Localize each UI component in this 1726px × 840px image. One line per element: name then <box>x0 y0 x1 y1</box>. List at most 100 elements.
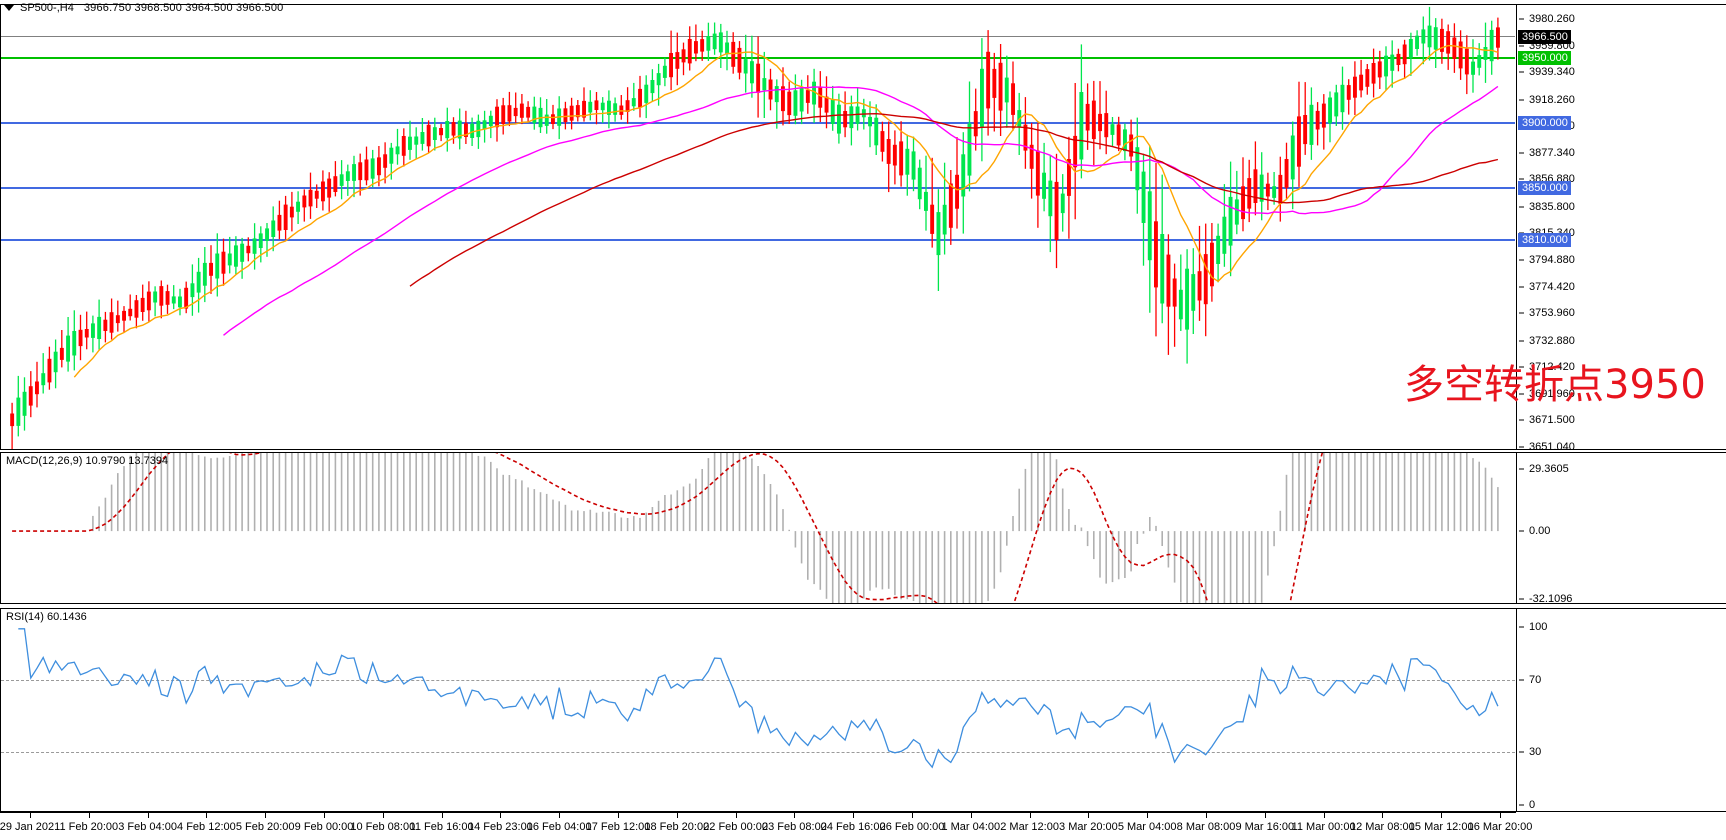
level-3850-tag[interactable]: 3850.000 <box>1518 181 1571 196</box>
time-axis[interactable]: 29 Jan 2021 1 Feb 20:00 3 Feb 04:00 4 Feb 1… <box>0 812 1532 840</box>
macd-series <box>12 453 1499 603</box>
price-tick-label: 3732.880 <box>1529 334 1575 347</box>
rsi-axis[interactable]: 100 70 30 0 <box>1517 609 1726 811</box>
macd-indicator-panel: MACD(12,26,9) 10.9790 13.7394 29.3605 0.0… <box>0 452 1726 605</box>
rsi-tick-label: 30 <box>1529 745 1542 758</box>
rsi-tick-mark <box>1519 804 1524 806</box>
price-tick-mark <box>1519 393 1524 395</box>
rsi-label: RSI(14) 60.1436 <box>6 611 87 623</box>
time-tick-label: 5 Mar 04:00 <box>1117 821 1177 833</box>
rsi-axis-separator <box>1516 609 1517 811</box>
time-tick-mark <box>735 813 737 818</box>
rsi-tick-mark <box>1519 679 1524 681</box>
time-tick-label: 24 Feb 16:00 <box>820 821 886 833</box>
time-tick-mark <box>1029 813 1031 818</box>
rsi-indicator-panel: RSI(14) 60.1436 100 70 30 0 <box>0 608 1726 812</box>
time-tick-label: 26 Feb 00:00 <box>879 821 945 833</box>
price-level-line-3900-000[interactable] <box>1 122 1515 125</box>
rsi-series <box>18 628 1499 769</box>
price-tick-mark <box>1519 419 1524 421</box>
rsi-plot-area <box>1 609 1515 811</box>
time-tick-mark <box>88 813 90 818</box>
time-tick-mark <box>382 813 384 818</box>
time-tick-label: 9 Feb 00:00 <box>294 821 354 833</box>
price-tick-mark <box>1519 71 1524 73</box>
price-tick-label: 3835.800 <box>1529 200 1575 213</box>
time-tick-mark <box>618 813 619 818</box>
time-tick-mark <box>853 813 855 818</box>
price-tick-label: 3794.880 <box>1529 254 1575 266</box>
time-tick-label: 29 Jan 2021 <box>0 821 61 833</box>
price-tick-mark <box>1519 286 1524 288</box>
time-tick-label: 17 Feb 12:00 <box>585 821 651 833</box>
level-3900-tag[interactable]: 3900.000 <box>1518 116 1571 131</box>
time-tick-label: 23 Feb 08:00 <box>761 821 827 833</box>
price-level-line-3850-000[interactable] <box>1 187 1515 190</box>
macd-label: MACD(12,26,9) 10.9790 13.7394 <box>6 455 169 467</box>
macd-tick-label: -32.1096 <box>1529 593 1573 605</box>
price-axis[interactable]: 3980.2603959.8003939.3403918.2603897.800… <box>1517 5 1726 453</box>
ohlc-values: 3966.750 3968.500 3964.500 3966.500 <box>83 2 284 14</box>
rsi-tick-label: 0 <box>1529 799 1536 811</box>
price-tick-mark <box>1519 259 1524 261</box>
time-tick-mark <box>794 813 796 818</box>
price-tick-mark <box>1519 366 1524 368</box>
price-tick-label: 3651.040 <box>1529 441 1575 453</box>
price-tick-label: 3671.500 <box>1529 414 1575 427</box>
time-tick-label: 15 Mar 12:00 <box>1408 821 1474 833</box>
rsi-line <box>18 628 1499 769</box>
time-tick-label: 11 Feb 16:00 <box>409 821 474 833</box>
macd-tick-label: 0.00 <box>1529 525 1551 538</box>
time-tick-mark <box>1088 813 1090 818</box>
macd-tick-label: 29.3605 <box>1529 463 1569 475</box>
time-tick-mark <box>912 813 913 818</box>
macd-axis-separator <box>1516 453 1517 603</box>
time-tick-mark <box>970 813 972 818</box>
moving-average-line-2 <box>409 112 1499 287</box>
macd-tick-mark <box>1519 530 1524 532</box>
price-chart-panel: 3980.2603959.8003939.3403918.2603897.800… <box>0 4 1726 453</box>
rsi-tick-mark <box>1519 751 1524 753</box>
time-tick-mark <box>500 813 502 818</box>
time-tick-mark <box>1147 813 1149 818</box>
time-tick-label: 8 Mar 08:00 <box>1176 821 1236 833</box>
time-tick-label: 11 Mar 00:00 <box>1291 821 1356 833</box>
level-3950-tag[interactable]: 3950.000 <box>1518 51 1571 66</box>
price-level-line-3966-500[interactable] <box>1 35 1515 37</box>
price-tick-label: 3712.420 <box>1529 361 1575 374</box>
time-tick-label: 1 Feb 20:00 <box>59 821 119 833</box>
price-tick-mark <box>1519 446 1524 448</box>
price-tick-mark <box>1519 99 1524 101</box>
time-tick-mark <box>1206 813 1207 818</box>
time-tick-mark <box>1382 813 1384 818</box>
time-tick-label: 16 Mar 20:00 <box>1467 821 1533 833</box>
data-window-header: SP500-,H4 3966.750 3968.500 3964.500 396… <box>0 0 1726 16</box>
macd-axis[interactable]: 29.3605 0.00 -32.1096 <box>1517 453 1726 605</box>
time-tick-mark <box>1323 813 1325 818</box>
price-tick-label: 3774.420 <box>1529 280 1575 293</box>
price-tick-label: 3918.260 <box>1529 93 1575 106</box>
price-level-line-3810-000[interactable] <box>1 239 1515 242</box>
price-tick-mark <box>1519 340 1524 342</box>
rsi-tick-mark <box>1519 626 1524 628</box>
macd-tick-mark <box>1519 468 1524 470</box>
rsi-band-30 <box>1 751 1515 753</box>
price-tick-mark <box>1519 312 1524 314</box>
price-tick-mark <box>1519 178 1524 180</box>
time-tick-label: 10 Feb 08:00 <box>350 821 416 833</box>
time-tick-mark <box>147 813 149 818</box>
time-tick-mark <box>676 813 678 818</box>
level-3810-tag[interactable]: 3810.000 <box>1518 233 1571 248</box>
collapse-triangle-icon[interactable] <box>4 5 14 11</box>
time-tick-mark <box>559 813 561 818</box>
price-tick-label: 3980.260 <box>1529 13 1575 25</box>
rsi-tick-label: 100 <box>1529 621 1548 633</box>
price-tick-mark <box>1519 152 1524 154</box>
time-tick-label: 22 Feb 00:00 <box>703 821 769 833</box>
time-tick-label: 14 Feb 23:00 <box>467 821 533 833</box>
time-tick-label: 4 Feb 12:00 <box>177 821 236 833</box>
last-price-tag[interactable]: 3966.500 <box>1518 29 1571 44</box>
price-tick-mark <box>1519 18 1524 20</box>
symbol-label: SP500-,H4 <box>20 2 74 14</box>
